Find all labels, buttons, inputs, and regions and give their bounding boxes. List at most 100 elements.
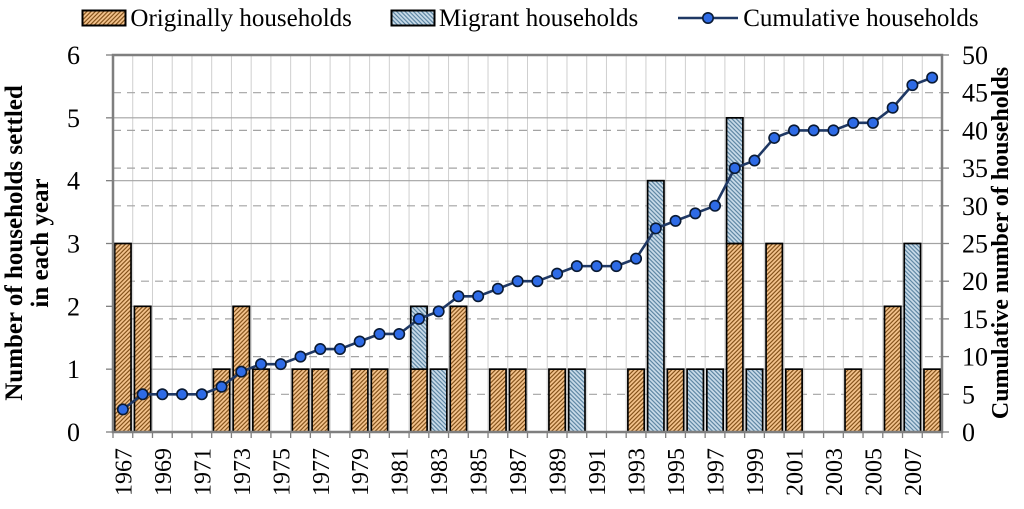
right-tick-label: 40 [962, 116, 988, 145]
cumulative-marker-1972 [215, 380, 228, 393]
cumulative-marker-1991 [590, 260, 603, 273]
cumulative-marker-1993 [630, 252, 643, 265]
cumulative-marker-2002 [807, 124, 820, 137]
cumulative-marker-1998 [728, 162, 741, 175]
right-tick-label: 45 [962, 79, 988, 108]
x-tick-label: 1995 [664, 448, 690, 496]
x-tick-label: 2007 [901, 448, 927, 496]
cumulative-marker-1977 [314, 343, 327, 356]
legend-label-migrant: Migrant households [438, 4, 639, 32]
cumulative-line [116, 71, 939, 416]
cumulative-marker-1981 [393, 327, 406, 340]
cumulative-marker-1997 [709, 199, 722, 212]
cumulative-marker-1968 [136, 388, 149, 401]
cumulative-marker-1967 [116, 403, 129, 416]
left-tick-label: 6 [67, 41, 80, 70]
left-tick-label: 5 [67, 104, 80, 133]
left-axis-title-line2: in each year [27, 178, 54, 307]
cumulative-marker-1980 [373, 327, 386, 340]
cumulative-marker-1987 [511, 275, 524, 288]
bar-originally-1995 [666, 368, 685, 433]
bar-originally-1998 [725, 242, 744, 433]
cumulative-marker-2004 [847, 116, 860, 129]
cumulative-marker-1995 [669, 214, 682, 227]
cumulative-marker-1985 [472, 290, 485, 303]
bar-originally-1974 [252, 368, 271, 433]
cumulative-marker-1984 [452, 290, 465, 303]
cumulative-marker-1988 [531, 275, 544, 288]
cumulative-marker-1973 [235, 365, 248, 378]
x-tick-label: 2005 [861, 448, 887, 496]
chart-legend: Originally households Migrant households… [0, 2, 1024, 34]
bar-originally-2004 [844, 368, 863, 433]
bar-originally-1989 [548, 368, 567, 433]
bar-originally-1980 [370, 368, 389, 433]
cumulative-line-swatch-icon [678, 12, 739, 24]
x-tick-label: 1979 [348, 448, 374, 496]
bar-originally-2001 [784, 368, 803, 433]
cumulative-marker-1996 [689, 207, 702, 220]
axis-ticks [106, 54, 949, 438]
right-axis-title: Cumulative number of households [988, 67, 1014, 419]
bar-originally-1987 [508, 368, 527, 433]
cumulative-marker-2008 [926, 71, 939, 84]
left-tick-labels: 0 1 2 3 4 5 6 [67, 41, 80, 447]
bar-originally-1982 [409, 368, 428, 433]
bar-migrant-1997 [705, 368, 725, 433]
x-tick-label: 1989 [546, 448, 572, 496]
legend-item-cumulative: Cumulative households [676, 4, 979, 32]
x-tick-labels: 1967 1969 1971 1973 1975 1977 1979 1981 1983 1985… [111, 448, 927, 496]
legend-label-cumulative: Cumulative households [743, 4, 979, 32]
cumulative-marker-1986 [491, 282, 504, 295]
legend-label-originally: Originally households [130, 4, 352, 32]
cumulative-marker-1992 [610, 260, 623, 273]
cumulative-marker-1978 [333, 343, 346, 356]
x-tick-label: 1973 [230, 448, 256, 496]
cumulative-marker-1970 [176, 388, 189, 401]
x-tick-label: 1985 [467, 448, 493, 496]
cumulative-marker-1983 [432, 305, 445, 318]
bar-originally-2006 [883, 305, 902, 433]
legend-item-originally: Originally households [81, 6, 352, 31]
x-tick-label: 1999 [743, 448, 769, 496]
right-tick-labels: 0 5 10 15 20 25 30 35 40 45 50 [962, 41, 988, 447]
bar-originally-1968 [133, 305, 152, 433]
bar-migrant-1996 [686, 368, 705, 433]
cumulative-marker-2005 [866, 116, 879, 129]
x-tick-label: 1977 [309, 448, 335, 496]
right-tick-label: 30 [962, 192, 988, 221]
bars [113, 116, 942, 433]
cumulative-marker-1994 [649, 222, 662, 235]
bar-originally-1976 [291, 368, 310, 433]
x-tick-label: 2003 [822, 448, 848, 496]
cumulative-marker-1990 [570, 260, 583, 273]
cumulative-marker-1982 [412, 312, 425, 325]
right-tick-label: 20 [962, 267, 988, 296]
cumulative-marker-2000 [768, 131, 781, 144]
cumulative-marker-1979 [353, 335, 366, 348]
bar-migrant-1983 [429, 368, 448, 433]
bar-originally-1986 [488, 368, 507, 433]
x-tick-label: 1997 [704, 448, 730, 496]
bar-migrant-1999 [745, 368, 764, 433]
cumulative-marker-2003 [827, 124, 840, 137]
bar-migrant-1998 [725, 116, 744, 245]
x-tick-label: 1975 [269, 448, 295, 496]
originally-swatch-icon [81, 9, 127, 27]
migrant-swatch-icon [390, 9, 436, 27]
x-tick-label: 1991 [585, 448, 611, 496]
bar-migrant-1990 [567, 368, 586, 433]
left-tick-label: 4 [67, 167, 80, 196]
cumulative-marker-2006 [886, 101, 899, 114]
x-tick-label: 1981 [388, 448, 414, 496]
right-tick-label: 50 [962, 41, 988, 70]
right-tick-label: 25 [962, 230, 988, 259]
left-tick-label: 0 [67, 418, 80, 447]
bar-migrant-1994 [646, 179, 665, 433]
cumulative-marker-1969 [156, 388, 169, 401]
cumulative-marker-1974 [255, 358, 268, 371]
x-tick-label: 1969 [151, 448, 177, 496]
cumulative-marker-1976 [294, 350, 307, 363]
